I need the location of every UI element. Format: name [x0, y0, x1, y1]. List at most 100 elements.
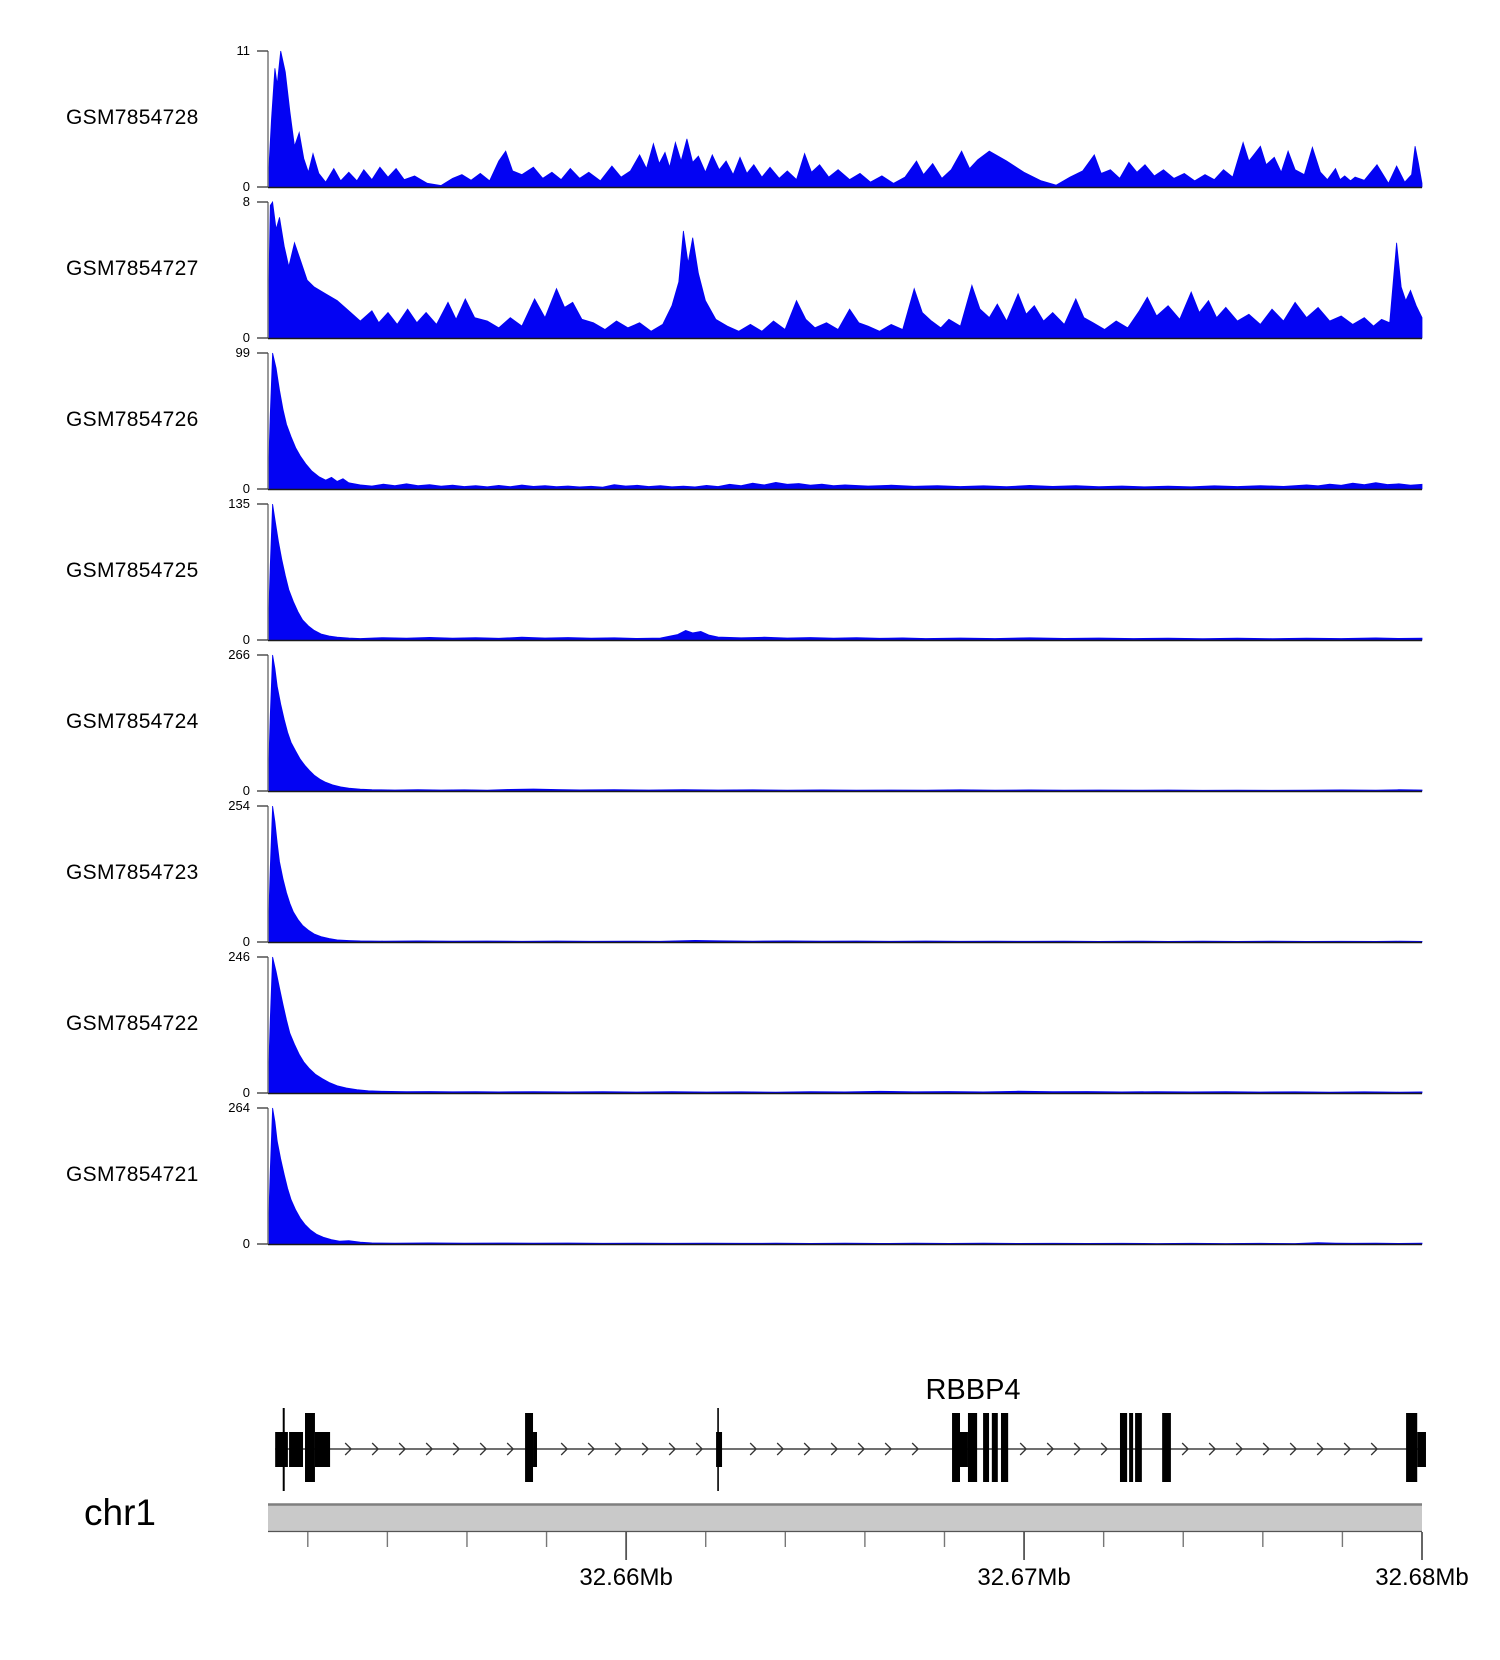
track-row: GSM7854727 8 0	[0, 194, 1500, 345]
coverage-plot	[257, 1107, 1423, 1246]
coverage-plot	[257, 50, 1423, 189]
track-ymin-label: 0	[242, 934, 250, 949]
coverage-area	[267, 1107, 1423, 1245]
strand-arrow-icon	[1208, 1442, 1217, 1456]
exon	[967, 1413, 978, 1482]
ideogram-bar	[268, 1504, 1422, 1532]
strand-arrow-icon	[479, 1442, 488, 1456]
track-label: GSM7854721	[66, 1163, 199, 1186]
strand-arrow-icon	[1262, 1442, 1271, 1456]
coverage-plot	[257, 352, 1423, 491]
exon-line	[282, 1408, 285, 1491]
track-ymin-label: 0	[242, 1236, 250, 1251]
strand-arrow-icon	[1370, 1442, 1379, 1456]
coverage-area	[267, 956, 1423, 1094]
track-label: GSM7854725	[66, 559, 199, 582]
track-ymin-label: 0	[242, 783, 250, 798]
coverage-plot	[257, 503, 1423, 642]
exon-line	[717, 1408, 719, 1491]
track-label: GSM7854722	[66, 1012, 199, 1035]
genome-axis-plot: 32.66Mb 32.67Mb 32.68Mb	[268, 1503, 1469, 1591]
exon	[289, 1432, 304, 1467]
track-row: GSM7854728 11 0	[0, 43, 1500, 194]
strand-arrow-icon	[1316, 1442, 1325, 1456]
track-ymax-label: 11	[236, 43, 251, 58]
strand-arrow-icon	[884, 1442, 893, 1456]
chromosome-label: chr1	[84, 1492, 156, 1533]
track-label: GSM7854724	[66, 710, 199, 733]
track-label: GSM7854723	[66, 861, 199, 884]
strand-arrow-icon	[1289, 1442, 1298, 1456]
strand-arrow-icon	[1046, 1442, 1055, 1456]
exon	[960, 1432, 968, 1467]
coverage-area	[267, 352, 1423, 490]
exon	[1406, 1413, 1418, 1482]
gene-label: RBBP4	[925, 1374, 1021, 1406]
strand-arrow-icon	[560, 1442, 569, 1456]
strand-arrow-icon	[1100, 1442, 1109, 1456]
track-row: GSM7854722 246 0	[0, 949, 1500, 1100]
exon	[525, 1413, 534, 1482]
track-ymin-label: 0	[242, 632, 250, 647]
exon	[1119, 1413, 1128, 1482]
track-ymax-label: 264	[228, 1100, 250, 1115]
strand-arrow-icon	[695, 1442, 704, 1456]
strand-arrow-icon	[1019, 1442, 1028, 1456]
strand-arrow-icon	[587, 1442, 596, 1456]
coverage-area	[267, 503, 1423, 641]
strand-arrow-icon	[344, 1442, 353, 1456]
strand-arrow-icon	[830, 1442, 839, 1456]
strand-arrow-icon	[911, 1442, 920, 1456]
coverage-area	[267, 805, 1423, 943]
strand-arrow-icon	[614, 1442, 623, 1456]
track-ymax-label: 246	[228, 949, 250, 964]
strand-arrow-icon	[641, 1442, 650, 1456]
exon	[1000, 1413, 1009, 1482]
exon	[314, 1432, 331, 1467]
coverage-area	[267, 50, 1423, 188]
gene-model-plot	[275, 1408, 1426, 1491]
exon	[1417, 1432, 1426, 1467]
track-ymax-label: 135	[228, 496, 250, 511]
coverage-area	[267, 201, 1423, 339]
track-label: GSM7854728	[66, 106, 199, 129]
strand-arrow-icon	[371, 1442, 380, 1456]
track-label: GSM7854726	[66, 408, 199, 431]
exon	[716, 1432, 723, 1467]
track-ymax-label: 266	[228, 647, 250, 662]
strand-arrow-icon	[803, 1442, 812, 1456]
coverage-plot	[257, 956, 1423, 1095]
track-row: GSM7854726 99 0	[0, 345, 1500, 496]
track-row: GSM7854721 264 0	[0, 1100, 1500, 1251]
track-ymin-label: 0	[242, 1085, 250, 1100]
exon	[952, 1413, 961, 1482]
strand-arrow-icon	[1181, 1442, 1190, 1456]
strand-arrow-icon	[668, 1442, 677, 1456]
exon	[1135, 1413, 1142, 1482]
strand-arrow-icon	[425, 1442, 434, 1456]
strand-arrow-icon	[749, 1442, 758, 1456]
exon	[1162, 1413, 1171, 1482]
strand-arrow-icon	[452, 1442, 461, 1456]
track-ymin-label: 0	[242, 179, 250, 194]
exon	[275, 1432, 288, 1467]
axis-tick-label: 32.66Mb	[579, 1564, 672, 1591]
exon	[305, 1413, 315, 1482]
exon	[1129, 1413, 1134, 1482]
coverage-area	[267, 654, 1423, 792]
strand-arrow-icon	[398, 1442, 407, 1456]
strand-arrow-icon	[1235, 1442, 1244, 1456]
track-ymax-label: 99	[235, 345, 250, 360]
track-ymax-label: 8	[242, 194, 250, 209]
coverage-plot	[257, 201, 1423, 340]
axis-tick-label: 32.68Mb	[1375, 1564, 1468, 1591]
track-row: GSM7854723 254 0	[0, 798, 1500, 949]
track-row: GSM7854724 266 0	[0, 647, 1500, 798]
track-ymax-label: 254	[228, 798, 250, 813]
strand-arrow-icon	[1343, 1442, 1352, 1456]
coverage-plot	[257, 805, 1423, 944]
exon	[533, 1432, 538, 1467]
coverage-plot	[257, 654, 1423, 793]
exon	[983, 1413, 990, 1482]
